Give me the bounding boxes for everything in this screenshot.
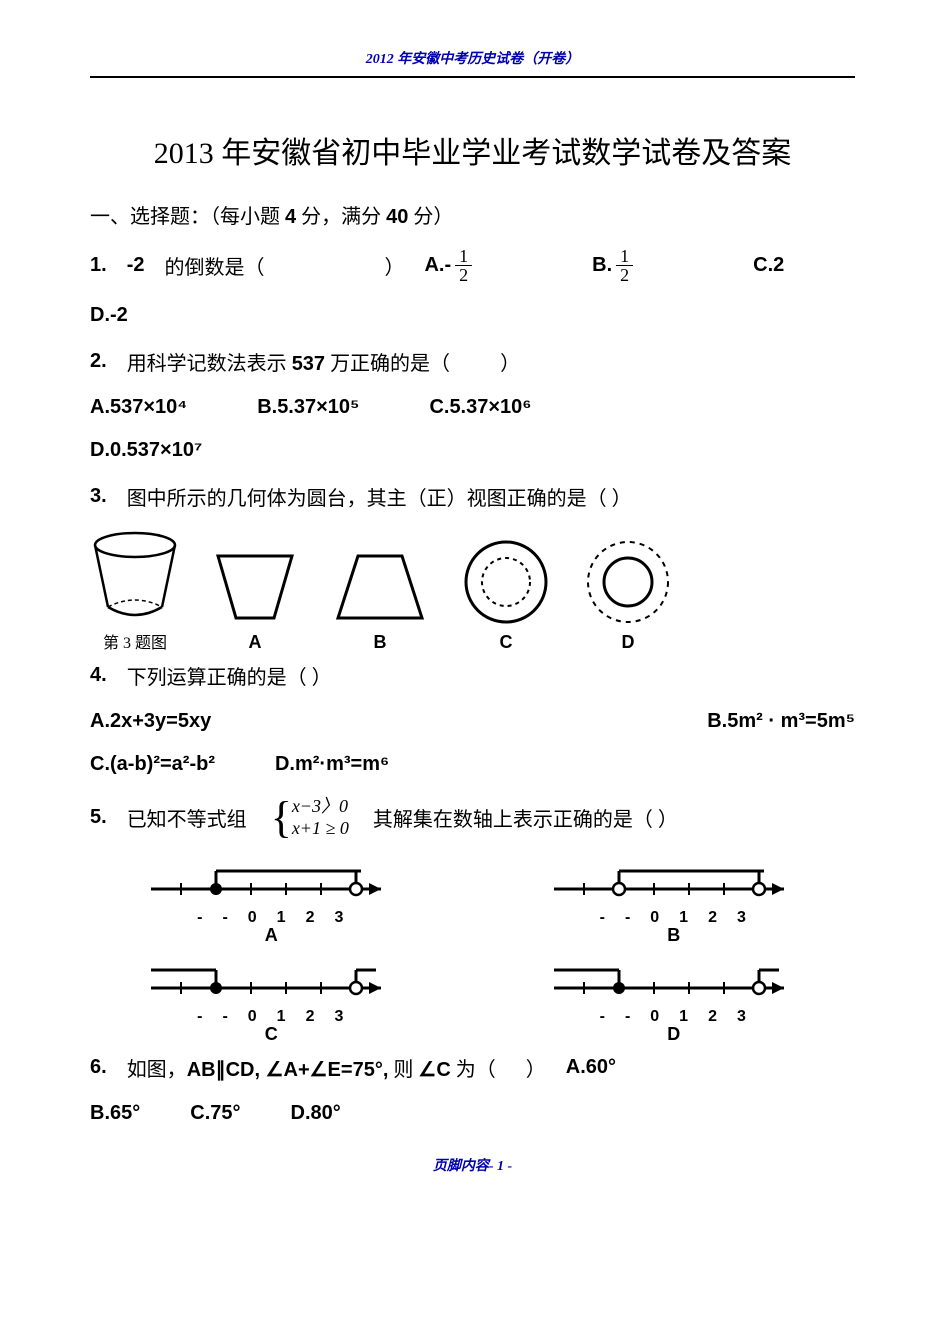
q1-D-row: D.-2	[90, 304, 855, 327]
q4: 4. 下列运算正确的是（ ）	[90, 661, 855, 690]
q3-fig-label: 第 3 题图	[103, 629, 167, 653]
q3-C: C	[500, 632, 513, 653]
q4-stem: 下列运算正确的是（ ）	[127, 661, 332, 690]
q3-num: 3.	[90, 485, 107, 508]
q1-B: B.	[592, 254, 612, 277]
q3-optD-shape: D	[582, 538, 674, 653]
q5-nl-A: --0123 A	[90, 859, 453, 946]
q6-C: C.75°	[190, 1102, 240, 1125]
q5-stem-a: 已知不等式组	[127, 803, 247, 832]
q5-number-lines: --0123 A --0123 B	[90, 859, 855, 1045]
q1-num: 1.	[90, 254, 107, 277]
q5-nl-C: --0123 C	[90, 958, 453, 1045]
q1-A-frac-n: 1	[455, 247, 472, 266]
q2-B: B.5.37×10⁵	[257, 396, 359, 419]
q1-optB: B. 1 2	[592, 247, 633, 284]
q2-D-row: D.0.537×10⁷	[90, 439, 855, 462]
q5: 5. 已知不等式组 { x−3〉0 x+1 ≥ 0 其解集在数轴上表示正确的是（…	[90, 796, 855, 839]
q5-B: B	[667, 925, 680, 946]
q5-system: { x−3〉0 x+1 ≥ 0	[271, 796, 349, 839]
q1-stem-c: ）	[384, 251, 404, 280]
q5-nl-B: --0123 B	[493, 859, 856, 946]
q3-D: D	[622, 632, 635, 653]
number-line-C-icon	[141, 958, 401, 1008]
q6-stem: 如图，AB∥CD, ∠A+∠E=75°, 则 ∠C 为（）	[127, 1053, 546, 1082]
q6-opts: B.65° C.75° D.80°	[90, 1102, 855, 1125]
q1-D: D.-2	[90, 304, 128, 327]
q3-B: B	[374, 632, 387, 653]
q6-A: A.60°	[566, 1056, 616, 1079]
header-rule	[90, 76, 855, 78]
q5-sys-l1: x−3〉0	[292, 796, 349, 818]
q4-B: B.5m² · m³=5m⁵	[707, 710, 855, 733]
q1-stem-b: 的倒数是（	[164, 251, 264, 280]
q1-B-frac: 1 2	[616, 247, 633, 284]
q4-num: 4.	[90, 664, 107, 687]
q5-sys-l2: x+1 ≥ 0	[292, 818, 349, 840]
q2-stem: 用科学记数法表示 537 万正确的是（）	[127, 347, 520, 376]
page-header: 2012 年安徽中考历史试卷（开卷）	[90, 0, 855, 76]
trapezoid-down-icon	[210, 548, 300, 626]
page-footer: 页脚内容- 1 -	[90, 1155, 855, 1175]
q6: 6. 如图，AB∥CD, ∠A+∠E=75°, 则 ∠C 为（） A.60°	[90, 1053, 855, 1082]
q4-A: A.2x+3y=5xy	[90, 710, 211, 733]
q4-opts1: A.2x+3y=5xy B.5m² · m³=5m⁵	[90, 710, 855, 733]
points-total: 40	[386, 206, 408, 228]
q6-B: B.65°	[90, 1102, 140, 1125]
q3-A: A	[249, 632, 262, 653]
q5-D: D	[667, 1024, 680, 1045]
q3-optB-shape: B	[330, 548, 430, 653]
q1-B-frac-d: 2	[616, 266, 633, 284]
q4-D: D.m²·m³=m⁶	[275, 753, 389, 776]
concentric-dashed-inner-icon	[460, 538, 552, 626]
q5-C: C	[265, 1024, 278, 1045]
q1-A: A.-	[424, 254, 451, 277]
q2-A: A.537×10⁴	[90, 396, 187, 419]
section-heading-text2: 分，满分	[296, 206, 386, 228]
q6-D: D.80°	[291, 1102, 341, 1125]
page: 2012 年安徽中考历史试卷（开卷） 2013 年安徽省初中毕业学业考试数学试卷…	[0, 0, 945, 1215]
frustum-solid-icon	[90, 531, 180, 623]
number-line-A-icon	[141, 859, 401, 909]
number-line-D-icon	[544, 958, 804, 1008]
q2-opts: A.537×10⁴ B.5.37×10⁵ C.5.37×10⁶	[90, 396, 855, 419]
q2-C: C.5.37×10⁶	[429, 396, 531, 419]
q3-fig-solid: 第 3 题图	[90, 531, 180, 653]
q2-num: 2.	[90, 350, 107, 373]
q1-C: C.2	[753, 254, 784, 277]
q6-num: 6.	[90, 1056, 107, 1079]
q1-optA: A.- 1 2	[424, 247, 472, 284]
q3: 3. 图中所示的几何体为圆台，其主（正）视图正确的是（ ）	[90, 482, 855, 511]
q5-nl-D: --0123 D	[493, 958, 856, 1045]
q3-optA-shape: A	[210, 548, 300, 653]
q3-shapes: 第 3 题图 A B C D	[90, 531, 855, 653]
q2-D: D.0.537×10⁷	[90, 439, 202, 462]
q1-A-frac: 1 2	[455, 247, 472, 284]
q1-A-frac-d: 2	[455, 266, 472, 284]
q2: 2. 用科学记数法表示 537 万正确的是（）	[90, 347, 855, 376]
number-line-B-icon	[544, 859, 804, 909]
page-title: 2013 年安徽省初中毕业学业考试数学试卷及答案	[90, 128, 855, 172]
section-heading: 一、选择题：（每小题 4 分，满分 40 分）	[90, 200, 855, 229]
q3-stem: 图中所示的几何体为圆台，其主（正）视图正确的是（ ）	[127, 482, 632, 511]
points-per-q: 4	[285, 206, 296, 228]
q5-A: A	[265, 925, 278, 946]
q5-num: 5.	[90, 806, 107, 829]
q5-stem-b: 其解集在数轴上表示正确的是（ ）	[373, 803, 678, 832]
section-heading-text: 一、选择题：（每小题	[90, 206, 285, 228]
q5-sys-lines: x−3〉0 x+1 ≥ 0	[292, 796, 349, 839]
concentric-dashed-outer-icon	[582, 538, 674, 626]
q4-opts2: C.(a-b)²=a²-b² D.m²·m³=m⁶	[90, 753, 855, 776]
q3-optC-shape: C	[460, 538, 552, 653]
q1-minus2: -2	[127, 254, 145, 277]
section-heading-text3: 分）	[408, 206, 453, 228]
trapezoid-up-icon	[330, 548, 430, 626]
q1: 1. -2 的倒数是（ ） A.- 1 2 B. 1 2 C.2	[90, 247, 855, 284]
q4-C: C.(a-b)²=a²-b²	[90, 753, 215, 776]
q1-B-frac-n: 1	[616, 247, 633, 266]
brace-icon: {	[271, 798, 292, 838]
